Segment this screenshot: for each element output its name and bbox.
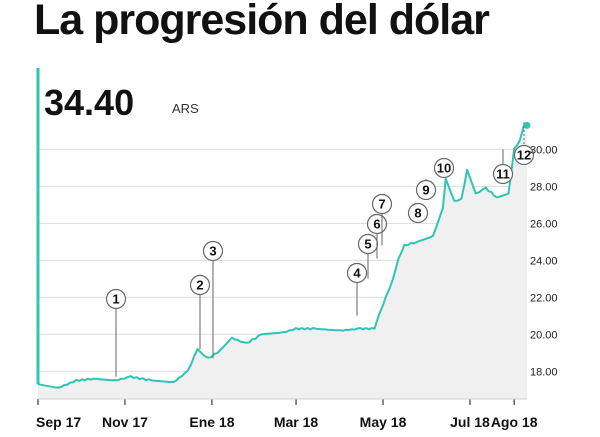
event-marker-label: 9 <box>422 183 429 198</box>
event-marker-label: 12 <box>517 148 531 163</box>
series-end-point <box>523 121 531 129</box>
line-layer <box>36 68 531 389</box>
event-marker-label: 7 <box>378 197 385 212</box>
event-marker-label: 5 <box>364 237 371 252</box>
event-marker-circle[interactable] <box>371 193 393 215</box>
y-tick-label: 28.00 <box>530 181 558 193</box>
event-marker-label: 1 <box>112 292 119 307</box>
current-value: 34.40 <box>44 82 134 123</box>
event-marker-label: 6 <box>373 217 380 232</box>
y-tick-label: 20.00 <box>530 329 558 341</box>
y-tick-label: 22.00 <box>530 292 558 304</box>
x-tick-label: Nov 17 <box>102 414 148 430</box>
event-marker-circle[interactable] <box>513 144 535 166</box>
y-tick-label: 30.00 <box>530 144 558 156</box>
event-marker-label: 11 <box>496 167 510 182</box>
x-tick-label: Ene 18 <box>189 414 234 430</box>
event-marker-circle[interactable] <box>492 163 514 185</box>
x-tick-label: Mar 18 <box>274 414 319 430</box>
event-marker-circle[interactable] <box>433 157 455 179</box>
y-tick-label: 18.00 <box>530 366 558 378</box>
x-tick-label: May 18 <box>360 414 407 430</box>
event-marker-circle[interactable] <box>346 262 368 284</box>
event-marker-circle[interactable] <box>189 274 211 296</box>
event-marker-circle[interactable] <box>202 240 224 262</box>
x-tick-label: Ago 18 <box>491 414 538 430</box>
x-tick-label: Sep 17 <box>36 414 81 430</box>
series-line <box>37 124 528 389</box>
y-tick-label: 24.00 <box>530 255 558 267</box>
tick-layer: 18.00 20.00 22.00 24.00 26.00 28.00 30.00 Sep 1… <box>36 144 558 430</box>
event-marker-circle[interactable] <box>105 288 127 310</box>
event-marker-label: 3 <box>209 244 216 259</box>
event-marker-label: 2 <box>196 278 203 293</box>
x-tick-label: Jul 18 <box>450 414 490 430</box>
chart-title: La progresión del dólar <box>34 0 490 44</box>
event-marker-circle[interactable] <box>407 202 429 224</box>
y-tick-label: 26.00 <box>530 218 558 230</box>
currency-unit: ARS <box>172 101 199 116</box>
area-layer <box>38 125 527 399</box>
event-marker-circle[interactable] <box>415 179 437 201</box>
series-area <box>38 125 527 399</box>
event-marker-label: 4 <box>353 266 361 281</box>
event-marker-label: 10 <box>437 161 451 176</box>
event-marker-label: 8 <box>414 206 421 221</box>
